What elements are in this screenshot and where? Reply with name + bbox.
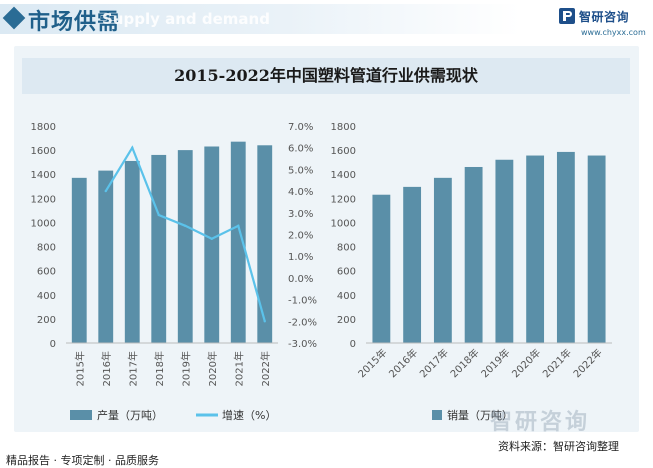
- x-tick-label-sales: 2017年: [417, 346, 451, 380]
- section-subtitle-en: Supply and demand: [102, 10, 270, 28]
- section-title: 市场供需: [28, 10, 121, 35]
- y-tick-label-sales: 800: [337, 243, 356, 254]
- y-right-tick-label: 7.0%: [288, 122, 313, 133]
- legend-swatch-sales: [432, 410, 442, 420]
- footer-bar: [0, 446, 653, 468]
- y-right-tick-label: -3.0%: [288, 339, 317, 350]
- y-tick-label-sales: 200: [337, 315, 356, 326]
- watermark-text: 智研咨询: [490, 410, 591, 435]
- y-tick-label-sales: 600: [337, 267, 356, 278]
- y-tick-label-sales: 1800: [331, 122, 356, 133]
- y-right-tick-label: -2.0%: [288, 317, 317, 328]
- x-tick-label-sales: 2021年: [540, 346, 574, 380]
- y-right-tick-label: -1.0%: [288, 296, 317, 307]
- y-left-tick-label: 400: [37, 291, 56, 302]
- y-tick-label-sales: 400: [337, 291, 356, 302]
- sales-bar: [372, 194, 391, 343]
- brand: 智研咨询: [558, 7, 629, 25]
- y-left-tick-label: 1600: [31, 146, 56, 157]
- y-left-tick-label: 1200: [31, 194, 56, 205]
- sales-bar: [403, 186, 422, 343]
- x-tick-label-sales: 2018年: [447, 346, 481, 380]
- production-bar: [151, 154, 167, 343]
- x-tick-label: 2015年: [73, 351, 86, 386]
- y-tick-label-sales: 1200: [331, 194, 356, 205]
- chart-title: 2015-2022年中国塑料管道行业供需现状: [174, 66, 478, 85]
- production-bar: [257, 145, 273, 343]
- y-right-tick-label: 2.0%: [288, 231, 313, 242]
- production-bar: [98, 170, 114, 343]
- growth-point: [104, 189, 107, 193]
- chart-title-band: [22, 58, 630, 94]
- x-tick-label: 2017年: [126, 351, 139, 386]
- production-bar: [71, 177, 87, 343]
- production-bar: [204, 146, 220, 343]
- y-left-tick-label: 1000: [31, 218, 56, 229]
- sales-bar: [556, 151, 575, 343]
- sales-bar: [526, 155, 545, 343]
- legend-label-production: 产量（万吨）: [97, 408, 163, 422]
- brand-name: 智研咨询: [579, 9, 630, 24]
- y-tick-label-sales: 1400: [331, 170, 356, 181]
- production-bar: [124, 160, 140, 343]
- x-tick-label-sales: 2020年: [509, 346, 543, 380]
- x-tick-label: 2016年: [100, 351, 113, 386]
- x-tick-label: 2022年: [259, 351, 272, 386]
- y-right-tick-label: 3.0%: [288, 209, 313, 220]
- x-tick-label: 2019年: [179, 351, 192, 386]
- y-right-tick-label: 1.0%: [288, 252, 313, 263]
- growth-point: [131, 146, 134, 149]
- y-right-tick-label: 4.0%: [288, 187, 313, 198]
- y-right-tick-label: 6.0%: [288, 144, 313, 155]
- legend-swatch-production: [70, 410, 92, 420]
- y-left-tick-label: 1800: [31, 122, 56, 133]
- y-left-tick-label: 1400: [31, 170, 56, 181]
- sales-bar: [464, 166, 483, 343]
- growth-point: [263, 320, 266, 323]
- x-tick-label: 2021年: [232, 351, 245, 386]
- legend-label-sales: 销量（万吨）: [447, 408, 513, 422]
- x-tick-label-sales: 2015年: [355, 346, 389, 380]
- y-left-tick-label: 800: [37, 243, 56, 254]
- y-tick-label-sales: 1600: [331, 146, 356, 157]
- y-left-tick-label: 600: [37, 267, 56, 278]
- legend-label-growth: 增速（%）: [222, 408, 276, 422]
- y-left-tick-label: 200: [37, 315, 56, 326]
- sales-bar: [495, 159, 514, 343]
- y-right-tick-label: 0.0%: [288, 274, 313, 285]
- growth-point: [237, 224, 240, 228]
- sales-bar: [587, 155, 606, 343]
- y-tick-label-sales: 1000: [331, 218, 356, 229]
- footer-source: 资料来源：智研咨询整理: [498, 440, 619, 453]
- footer-slogan: 精品报告 · 专项定制 · 品质服务: [6, 454, 159, 467]
- growth-point: [184, 224, 187, 228]
- production-bar: [230, 141, 246, 343]
- x-tick-label-sales: 2022年: [570, 346, 604, 380]
- header-bar: [0, 4, 520, 34]
- production-bar: [177, 150, 193, 343]
- x-tick-label-sales: 2019年: [478, 346, 512, 380]
- x-tick-label: 2020年: [206, 351, 219, 386]
- growth-point: [210, 237, 213, 241]
- y-tick-label-sales: 0: [350, 339, 356, 350]
- y-right-tick-label: 5.0%: [288, 165, 313, 176]
- x-tick-label: 2018年: [153, 351, 166, 386]
- growth-point: [157, 213, 160, 217]
- brand-url: www.chyxx.com: [581, 28, 646, 37]
- x-tick-label-sales: 2016年: [386, 346, 420, 380]
- brand-logo-icon: [559, 8, 575, 24]
- sales-bar: [433, 177, 452, 343]
- y-left-tick-label: 0: [50, 339, 56, 350]
